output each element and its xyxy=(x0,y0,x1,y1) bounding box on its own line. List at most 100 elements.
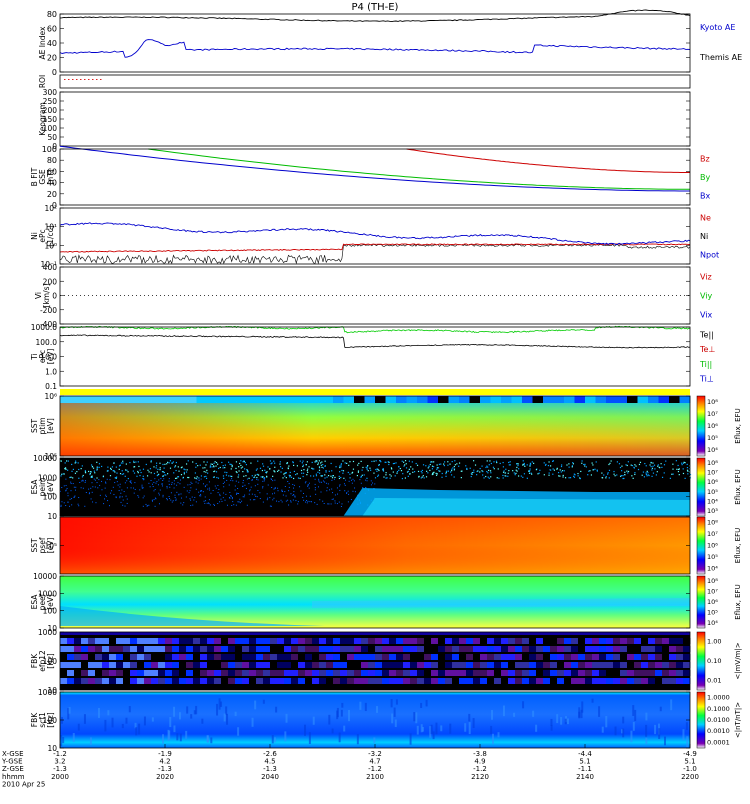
fbk-efp-bin xyxy=(312,646,320,652)
sst-ion-top-bin xyxy=(322,396,334,403)
fbk-scf-texture xyxy=(186,706,189,714)
fbk-efp-bin xyxy=(459,654,467,660)
esa-ion-speckle xyxy=(69,505,71,507)
esa-ion-speckle xyxy=(74,462,76,464)
esa-ion-speckle xyxy=(241,500,243,502)
esa-ion-speckle xyxy=(340,505,342,507)
fbk-efp-bin xyxy=(648,662,656,668)
esa-ion-speckle xyxy=(433,471,435,473)
esa-ion-speckle xyxy=(295,500,297,502)
fbk-efp-bin xyxy=(312,662,320,668)
esa-ion-speckle xyxy=(558,475,560,477)
fbk-efp-bin xyxy=(578,654,586,660)
esa-ion-speckle xyxy=(214,461,216,463)
esa-ion-speckle xyxy=(651,475,653,477)
fbk-efp-bin xyxy=(172,662,180,668)
sst-ion-top-bin xyxy=(438,396,449,403)
esa-ion-speckle xyxy=(573,473,575,475)
esa-ion-speckle xyxy=(251,478,253,480)
spectrogram-ylabel-line: [eV] xyxy=(46,479,55,495)
esa-ion-speckle xyxy=(592,469,594,471)
esa-ion-speckle xyxy=(632,477,634,479)
fbk-efp-bin xyxy=(501,670,509,676)
fbk-scf-texture xyxy=(685,722,688,731)
esa-ion-speckle xyxy=(84,481,86,483)
esa-ion-speckle xyxy=(229,491,231,493)
fbk-scf-texture xyxy=(497,732,500,738)
esa-ion-speckle xyxy=(304,482,306,484)
velocity-legend-entry: Vix xyxy=(700,311,713,320)
esa-ion-speckle xyxy=(270,463,272,465)
esa-ion-speckle xyxy=(293,491,295,493)
esa-ion-speckle xyxy=(165,474,167,476)
temperature-legend-entry: Ti|| xyxy=(699,360,712,369)
esa-ion-speckle xyxy=(274,471,276,473)
spectrogram-ylabel-line: peef xyxy=(38,593,47,610)
esa-ion-speckle xyxy=(339,484,341,486)
esa-ion-speckle xyxy=(347,490,349,492)
temperature-legend-entry: Te⊥ xyxy=(699,345,715,354)
esa-ion-speckle xyxy=(681,462,683,464)
temperature-ylabel: Ti ePc [eV] xyxy=(30,349,55,365)
fbk-efp-bin xyxy=(319,670,327,676)
esa-ion-speckle xyxy=(65,489,67,491)
esa-ion-speckle xyxy=(192,461,194,463)
fbk-efp-bin xyxy=(305,654,313,660)
esa-ion-speckle xyxy=(169,467,172,469)
esa-ion-speckle xyxy=(161,470,164,473)
esa-ion-speckle xyxy=(77,462,79,464)
velocity-ticklabel: -200 xyxy=(40,306,57,315)
fbk-scf-texture xyxy=(225,706,228,715)
esa-ion-speckle xyxy=(408,460,410,462)
fbk-efp-bin xyxy=(375,662,383,668)
esa-ion-speckle xyxy=(259,492,261,494)
esa-ion-speckle xyxy=(610,460,612,462)
esa-ion-speckle xyxy=(85,491,87,493)
fbk-efp-bin xyxy=(130,638,138,644)
spectrogram-ticklabel: 10 xyxy=(47,744,57,753)
esa-ion-speckle xyxy=(114,482,116,484)
fbk-efp-bin xyxy=(221,646,229,652)
fbk-scf-texture xyxy=(135,727,138,736)
colorbar-tick-label: 10⁵ xyxy=(707,488,718,496)
fbk-efp-bin xyxy=(179,678,187,684)
spectrogram-ylabel: SST psef [eV] xyxy=(30,537,55,553)
density-ticklabel: 10⁰ xyxy=(44,241,57,250)
esa-ion-speckle xyxy=(294,496,296,498)
esa-ion-speckle xyxy=(349,473,351,475)
esa-ion-speckle xyxy=(653,464,656,466)
fbk-efp-bin xyxy=(95,678,103,684)
esa-ion-speckle xyxy=(445,475,447,477)
esa-ion-speckle xyxy=(150,461,152,463)
esa-ion-speckle xyxy=(373,472,375,474)
fbk-scf-texture xyxy=(659,706,662,712)
esa-ion-speckle xyxy=(332,475,334,477)
sst-ion-top-bin xyxy=(175,396,187,403)
esa-ion-speckle xyxy=(569,477,572,479)
esa-ion-speckle xyxy=(191,496,193,498)
esa-ion-speckle xyxy=(91,491,93,493)
esa-ion-speckle xyxy=(537,473,539,475)
xaxis-row-label: Y-GSE xyxy=(1,758,23,766)
esa-ion-speckle xyxy=(282,477,284,479)
esa-ion-speckle xyxy=(651,469,653,471)
fbk-scf-texture xyxy=(274,737,277,743)
esa-ion-speckle xyxy=(348,464,350,466)
esa-ion-speckle xyxy=(278,501,280,503)
fbk-efp-bin xyxy=(627,646,635,652)
esa-ion-speckle xyxy=(223,481,225,483)
esa-ion-speckle xyxy=(469,467,471,469)
fbk-efp-bin xyxy=(410,654,418,660)
esa-ion-speckle xyxy=(174,494,176,496)
esa-ion-speckle xyxy=(441,472,443,475)
fbk-efp-bin xyxy=(200,678,208,684)
colorbar-label-group: Eflux, EFU xyxy=(734,469,742,504)
esa-ion-speckle xyxy=(61,501,63,503)
esa-ion-speckle xyxy=(111,466,114,468)
esa-ion-speckle xyxy=(238,501,240,503)
esa-ion-speckle xyxy=(481,470,483,472)
xaxis-tick-label: -1.2 xyxy=(368,765,382,773)
fbk-efp-bin xyxy=(102,646,110,652)
esa-ion-speckle xyxy=(579,477,581,479)
esa-ion-speckle xyxy=(269,460,272,462)
